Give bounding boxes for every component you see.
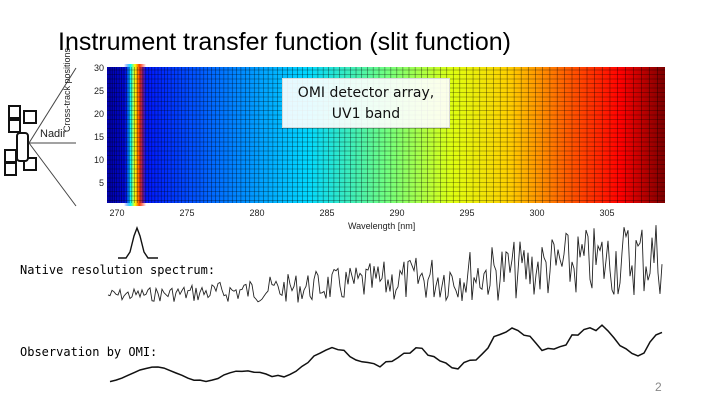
slide-title: Instrument transfer function (slit funct… — [58, 28, 511, 56]
page-number: 2 — [655, 380, 662, 394]
y-tick-label: 30 — [93, 63, 104, 73]
native-spectrum-line — [107, 225, 663, 303]
y-tick-label: 20 — [93, 109, 104, 119]
x-axis-label: Wavelength [nm] — [348, 221, 416, 231]
y-tick-label: 25 — [93, 86, 104, 96]
x-tick-label: 295 — [459, 208, 475, 218]
native-spectrum-label: Native resolution spectrum: — [20, 263, 216, 277]
x-tick-label: 300 — [529, 208, 545, 218]
y-tick-label: 5 — [98, 178, 104, 188]
slit-function-curve-icon — [118, 226, 158, 259]
x-tick-label: 290 — [389, 208, 405, 218]
observed-spectrum-line — [109, 324, 663, 383]
x-tick-label: 280 — [249, 208, 265, 218]
x-tick-label: 270 — [109, 208, 125, 218]
x-tick-label: 275 — [179, 208, 195, 218]
y-tick-label: 15 — [93, 132, 104, 142]
observation-label: Observation by OMI: — [20, 345, 158, 359]
x-tick-label: 305 — [599, 208, 615, 218]
detector-array-callout: OMI detector array, UV1 band — [282, 78, 450, 128]
x-tick-label: 285 — [319, 208, 335, 218]
y-tick-label: 10 — [93, 155, 104, 165]
satellite-icon — [4, 105, 37, 176]
nadir-label: Nadir — [40, 128, 67, 140]
